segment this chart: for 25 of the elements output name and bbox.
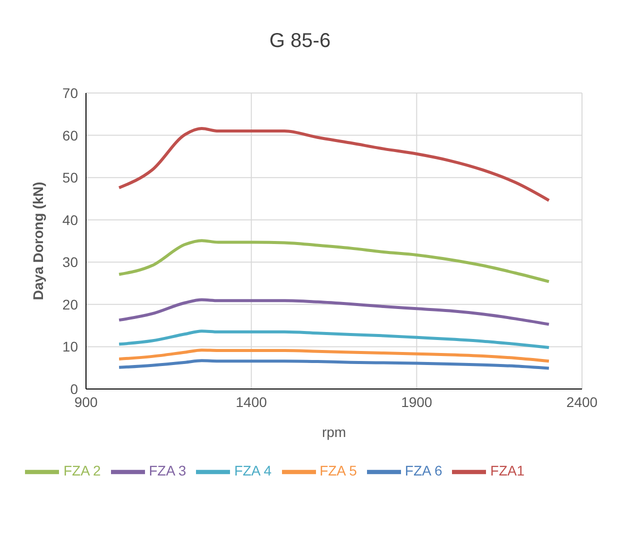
line-series	[118, 330, 550, 350]
legend-label: FZA 2	[63, 462, 101, 479]
legend-label: FZA 6	[404, 462, 442, 479]
line-series	[118, 359, 550, 370]
x-tick-label: 2400	[566, 394, 598, 410]
legend-label: FZA 4	[234, 462, 272, 479]
y-tick-label: 30	[62, 254, 78, 270]
line-series	[118, 298, 550, 326]
line-series	[118, 127, 550, 202]
x-tick-label: 1900	[401, 394, 432, 410]
x-tick-label: 1400	[236, 394, 268, 410]
line-series	[118, 348, 550, 363]
y-tick-label: 20	[62, 296, 78, 312]
y-axis-title: Daya Dorong (kN)	[30, 182, 46, 300]
x-axis-title: rpm	[322, 424, 346, 440]
legend-label: FZA1	[490, 462, 525, 479]
y-tick-label: 60	[62, 127, 78, 144]
legend-label: FZA 5	[320, 462, 357, 479]
y-tick-label: 10	[62, 338, 78, 355]
y-tick-label: 70	[62, 84, 78, 101]
legend-label: FZA 3	[148, 462, 186, 479]
y-tick-label: 40	[62, 212, 78, 228]
line-series	[118, 239, 550, 284]
y-tick-label: 50	[62, 170, 78, 186]
chart-title: G 85-6	[268, 30, 332, 53]
